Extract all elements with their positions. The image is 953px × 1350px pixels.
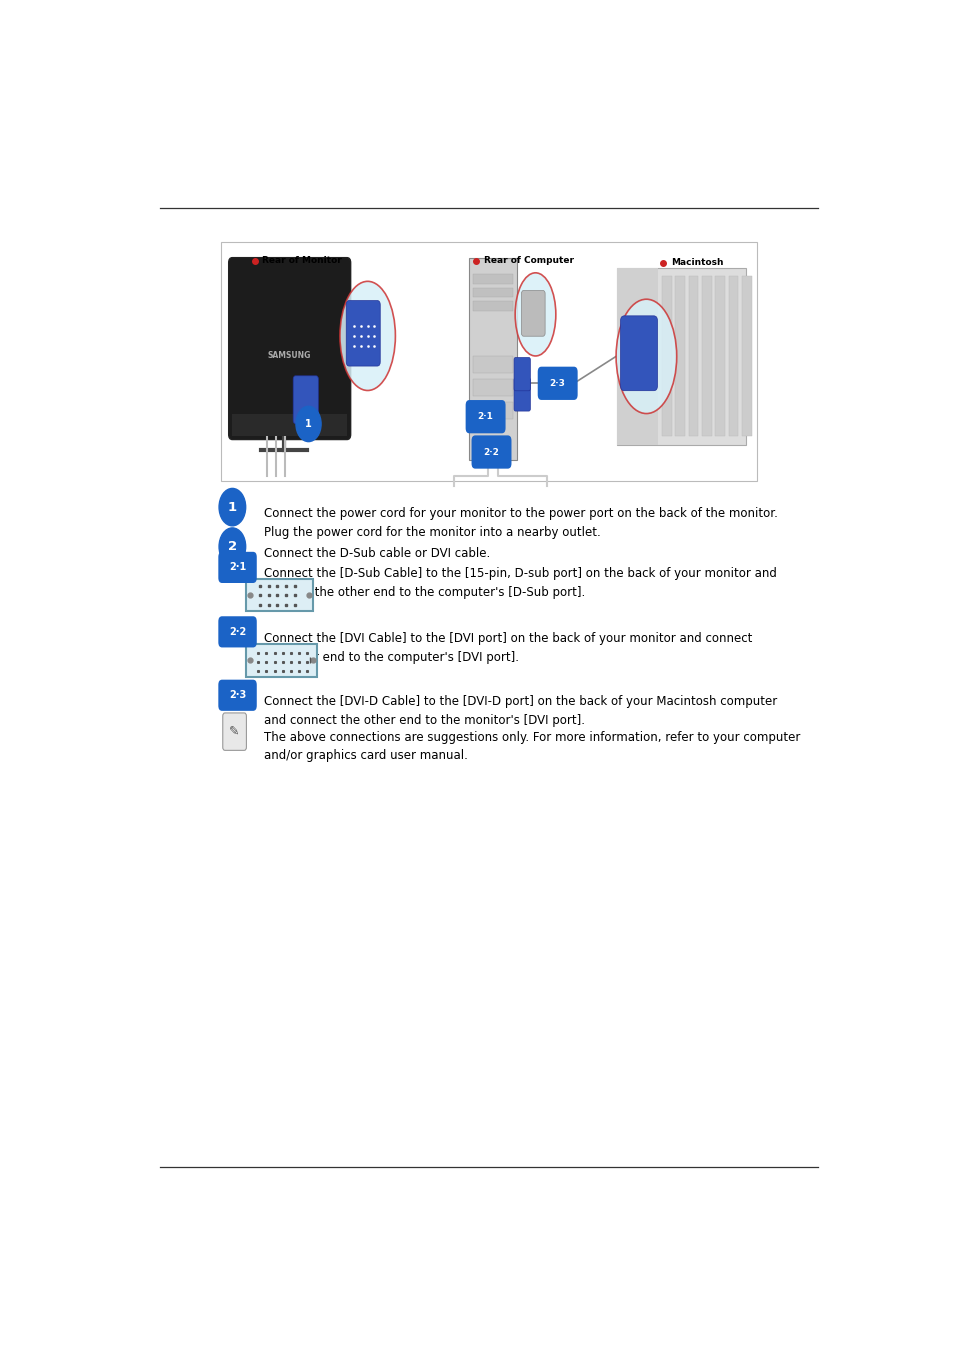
FancyBboxPatch shape bbox=[521, 290, 544, 336]
FancyBboxPatch shape bbox=[218, 616, 256, 648]
Text: connect the other end to the computer's [D-Sub port].: connect the other end to the computer's … bbox=[264, 586, 585, 599]
Text: Rear of Monitor: Rear of Monitor bbox=[262, 256, 341, 265]
Text: the other end to the computer's [DVI port].: the other end to the computer's [DVI por… bbox=[264, 651, 518, 664]
FancyBboxPatch shape bbox=[638, 338, 656, 373]
FancyBboxPatch shape bbox=[715, 277, 724, 436]
FancyBboxPatch shape bbox=[617, 269, 658, 444]
FancyBboxPatch shape bbox=[617, 269, 745, 444]
Text: 2·2: 2·2 bbox=[229, 626, 246, 637]
FancyBboxPatch shape bbox=[728, 277, 738, 436]
Text: 1: 1 bbox=[305, 418, 312, 429]
Text: Macintosh: Macintosh bbox=[670, 258, 722, 267]
FancyBboxPatch shape bbox=[218, 552, 256, 583]
FancyBboxPatch shape bbox=[514, 378, 530, 410]
Circle shape bbox=[295, 406, 321, 441]
Text: SAMSUNG: SAMSUNG bbox=[268, 351, 311, 359]
FancyBboxPatch shape bbox=[293, 375, 318, 424]
FancyBboxPatch shape bbox=[222, 713, 246, 751]
Text: and connect the other end to the monitor's [DVI port].: and connect the other end to the monitor… bbox=[264, 714, 584, 726]
Text: 2·3: 2·3 bbox=[549, 379, 565, 387]
FancyBboxPatch shape bbox=[701, 277, 711, 436]
FancyBboxPatch shape bbox=[472, 356, 513, 373]
FancyBboxPatch shape bbox=[471, 436, 511, 468]
Circle shape bbox=[219, 489, 246, 525]
Text: and/or graphics card user manual.: and/or graphics card user manual. bbox=[264, 749, 468, 763]
Text: Connect the [DVI-D Cable] to the [DVI-D port] on the back of your Macintosh comp: Connect the [DVI-D Cable] to the [DVI-D … bbox=[264, 695, 777, 709]
FancyBboxPatch shape bbox=[472, 274, 513, 284]
FancyBboxPatch shape bbox=[619, 316, 657, 390]
Text: Connect the [D-Sub Cable] to the [15-pin, D-sub port] on the back of your monito: Connect the [D-Sub Cable] to the [15-pin… bbox=[264, 567, 777, 580]
FancyBboxPatch shape bbox=[472, 301, 513, 310]
Text: Rear of Computer: Rear of Computer bbox=[483, 256, 573, 265]
Text: Connect the [DVI Cable] to the [DVI port] on the back of your monitor and connec: Connect the [DVI Cable] to the [DVI port… bbox=[264, 632, 752, 645]
FancyBboxPatch shape bbox=[514, 358, 530, 390]
FancyBboxPatch shape bbox=[229, 258, 351, 440]
FancyBboxPatch shape bbox=[469, 258, 517, 460]
FancyBboxPatch shape bbox=[346, 301, 380, 366]
Text: 2·2: 2·2 bbox=[483, 447, 499, 456]
Text: 2·3: 2·3 bbox=[229, 690, 246, 701]
FancyBboxPatch shape bbox=[675, 277, 684, 436]
Text: Connect the power cord for your monitor to the power port on the back of the mon: Connect the power cord for your monitor … bbox=[264, 508, 778, 520]
Ellipse shape bbox=[515, 273, 556, 356]
FancyBboxPatch shape bbox=[246, 644, 316, 676]
FancyBboxPatch shape bbox=[741, 277, 751, 436]
Ellipse shape bbox=[616, 300, 676, 413]
FancyBboxPatch shape bbox=[537, 367, 578, 400]
Text: 2: 2 bbox=[228, 540, 236, 553]
FancyBboxPatch shape bbox=[465, 400, 505, 433]
Text: Plug the power cord for the monitor into a nearby outlet.: Plug the power cord for the monitor into… bbox=[264, 525, 600, 539]
FancyBboxPatch shape bbox=[661, 277, 671, 436]
Text: The above connections are suggestions only. For more information, refer to your : The above connections are suggestions on… bbox=[264, 730, 800, 744]
FancyBboxPatch shape bbox=[472, 402, 513, 418]
Text: 1: 1 bbox=[228, 501, 236, 513]
FancyBboxPatch shape bbox=[221, 242, 756, 481]
Text: 2·1: 2·1 bbox=[229, 563, 246, 572]
Text: Connect the D-Sub cable or DVI cable.: Connect the D-Sub cable or DVI cable. bbox=[264, 547, 490, 560]
FancyBboxPatch shape bbox=[472, 288, 513, 297]
FancyBboxPatch shape bbox=[246, 579, 313, 612]
FancyBboxPatch shape bbox=[218, 679, 256, 711]
Circle shape bbox=[219, 528, 246, 566]
FancyBboxPatch shape bbox=[688, 277, 698, 436]
Text: ✎: ✎ bbox=[229, 725, 239, 738]
FancyBboxPatch shape bbox=[472, 379, 513, 396]
FancyBboxPatch shape bbox=[233, 413, 347, 436]
Text: 2·1: 2·1 bbox=[477, 412, 493, 421]
Ellipse shape bbox=[339, 281, 395, 390]
